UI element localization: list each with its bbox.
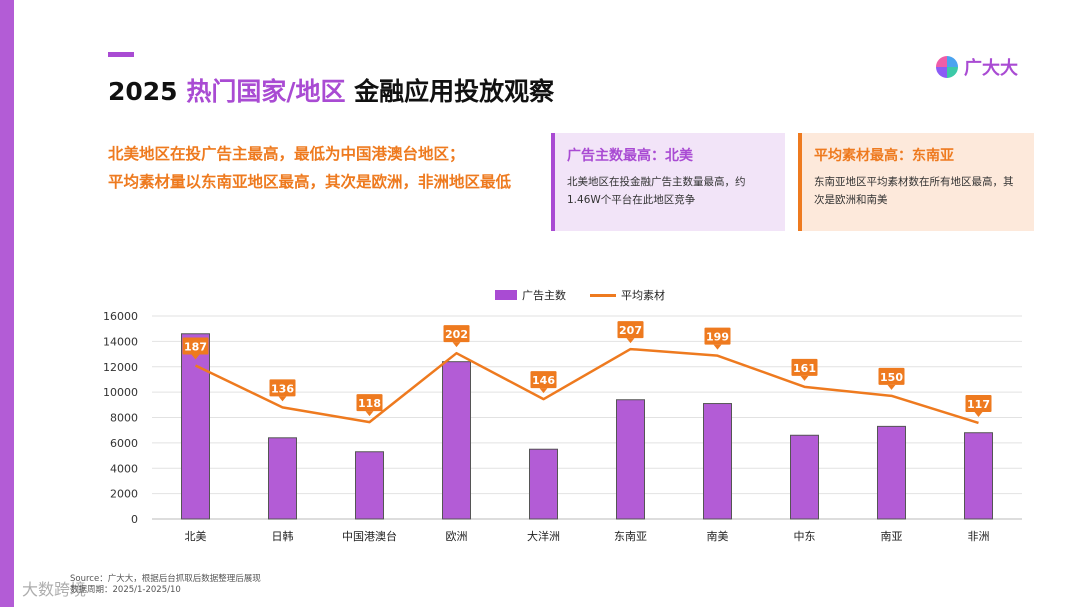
- y-tick-label: 8000: [110, 412, 138, 425]
- data-label-box: [878, 367, 905, 385]
- data-label: 187: [184, 340, 207, 353]
- page-number: 6: [20, 555, 28, 568]
- card-body: 北美地区在投金融广告主数量最高，约1.46W个平台在此地区竞争: [567, 176, 746, 206]
- legend-line-swatch: [590, 293, 616, 297]
- y-tick-label: 12000: [103, 361, 138, 374]
- page-title: 2025 热门国家/地区 金融应用投放观察: [108, 72, 554, 108]
- left-accent-bar: [0, 0, 14, 607]
- x-tick-label: 欧洲: [446, 530, 468, 543]
- bar: [181, 333, 210, 520]
- series-line: [194, 347, 979, 425]
- summary-line-1: 北美地区在投广告主最高，最低为中国港澳台地区；: [108, 145, 465, 163]
- data-label-pointer: [539, 388, 548, 394]
- data-label-box: [965, 394, 992, 412]
- x-tick-label: 日韩: [272, 529, 294, 543]
- source-line-2: 数据周期：2025/1-2025/10: [70, 585, 181, 595]
- x-tick-label: 中东: [794, 530, 816, 543]
- legend-line-label: 平均素材: [621, 289, 665, 302]
- title-rest: 金融应用投放观察: [354, 77, 555, 106]
- data-label: 136: [271, 382, 294, 395]
- bar: [616, 399, 645, 520]
- y-tick-label: 4000: [110, 462, 138, 475]
- data-label-pointer: [713, 344, 722, 350]
- bar: [268, 437, 297, 520]
- bar: [529, 448, 558, 520]
- bar: [964, 432, 993, 520]
- data-label-pointer: [452, 342, 461, 348]
- data-label-box: [182, 337, 209, 355]
- x-tick-label: 大洋洲: [527, 529, 560, 543]
- data-label-box: [791, 358, 818, 376]
- bar: [703, 403, 732, 520]
- bar: [877, 425, 906, 520]
- x-tick-label: 东南亚: [614, 530, 647, 543]
- card-title: 广告主数最高：北美: [567, 148, 693, 164]
- data-label-pointer: [974, 411, 983, 417]
- data-label: 150: [880, 371, 903, 384]
- data-label-pointer: [191, 354, 200, 360]
- title-dash: [108, 52, 134, 57]
- legend-bar-label: 广告主数: [522, 289, 566, 302]
- insight-card-advertisers: 广告主数最高：北美 北美地区在投金融广告主数量最高，约1.46W个平台在此地区竞…: [551, 133, 785, 231]
- data-label-box: [356, 394, 383, 412]
- data-label: 202: [445, 328, 468, 341]
- title-year: 2025: [108, 77, 178, 106]
- x-tick-label: 北美: [185, 530, 207, 543]
- chart-legend: 广告主数 平均素材: [495, 287, 665, 303]
- x-tick-label: 南亚: [881, 530, 903, 543]
- data-label-box: [443, 325, 470, 343]
- title-highlight: 热门国家/地区: [186, 77, 346, 106]
- legend-bar-swatch: [495, 290, 517, 300]
- source-line-1: Source：广大大，根据后台抓取后数据整理后展现: [70, 574, 261, 584]
- data-label-box: [269, 379, 296, 397]
- y-tick-label: 0: [131, 513, 138, 526]
- y-tick-label: 6000: [110, 437, 138, 450]
- x-tick-label: 南美: [707, 530, 729, 543]
- bar: [790, 434, 819, 520]
- brand-logo: 广大大: [935, 54, 1018, 80]
- bottom-watermark: 大数跨境: [22, 580, 87, 599]
- data-label: 118: [358, 397, 381, 410]
- data-label: 146: [532, 374, 555, 387]
- card-body: 东南亚地区平均素材数在所有地区最高，其次是欧洲和南美: [814, 176, 1014, 206]
- bar: [442, 361, 471, 520]
- summary-text: 北美地区在投广告主最高，最低为中国港澳台地区； 平均素材量以东南亚地区最高，其次…: [108, 140, 528, 196]
- data-label-box: [617, 321, 644, 339]
- data-label: 199: [706, 331, 729, 344]
- data-label: 117: [967, 398, 990, 411]
- data-label-pointer: [278, 396, 287, 402]
- y-tick-label: 14000: [103, 335, 138, 348]
- y-tick-label: 2000: [110, 488, 138, 501]
- data-label: 161: [793, 362, 816, 375]
- data-label-pointer: [887, 384, 896, 390]
- data-label-box: [704, 327, 731, 345]
- data-label: 207: [619, 324, 642, 337]
- bar: [355, 451, 384, 520]
- summary-line-2: 平均素材量以东南亚地区最高，其次是欧洲，非洲地区最低: [108, 173, 512, 191]
- logo-text: 广大大: [964, 58, 1018, 79]
- logo-icon: [936, 56, 958, 78]
- card-title: 平均素材最高：东南亚: [814, 148, 954, 164]
- data-label-pointer: [365, 411, 374, 417]
- data-label-pointer: [626, 338, 635, 344]
- insight-card-creatives: 平均素材最高：东南亚 东南亚地区平均素材数在所有地区最高，其次是欧洲和南美: [798, 133, 1034, 231]
- y-tick-label: 10000: [103, 386, 138, 399]
- y-tick-label: 16000: [103, 310, 138, 323]
- source-note: Source：广大大，根据后台抓取后数据整理后展现 数据周期：2025/1-20…: [70, 574, 261, 596]
- data-label-pointer: [800, 375, 809, 381]
- x-tick-label: 非洲: [968, 530, 990, 543]
- x-tick-label: 中国港澳台: [342, 529, 397, 543]
- data-label-box: [530, 371, 557, 389]
